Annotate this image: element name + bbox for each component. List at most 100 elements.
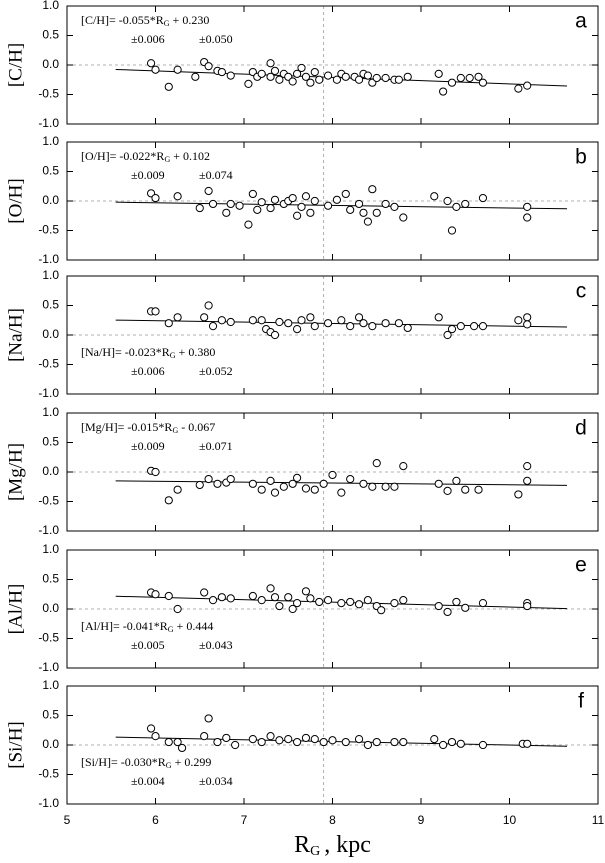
data-point xyxy=(275,75,284,84)
data-point xyxy=(293,325,302,334)
panel-label: b xyxy=(575,146,587,169)
y-tick-label: 0.5 xyxy=(42,572,59,586)
fit-equation-sub: G xyxy=(166,761,172,770)
data-point xyxy=(328,470,337,480)
data-point xyxy=(319,479,328,488)
fit-equation: [Mg/H]= -0.015*RG - 0.067 xyxy=(81,420,215,435)
data-point xyxy=(310,485,319,494)
fit-equation: [C/H]= -0.055*RG + 0.230 xyxy=(81,13,209,28)
data-point xyxy=(222,208,231,217)
data-point xyxy=(301,484,311,493)
data-point xyxy=(363,71,372,80)
data-point xyxy=(288,193,297,203)
data-point xyxy=(346,205,355,214)
data-point xyxy=(164,496,173,505)
data-point xyxy=(430,192,439,201)
fit-error: ±0.034 xyxy=(199,774,233,788)
data-point xyxy=(248,316,257,325)
panel: 1.0 0.5 0.0 -0.5 -1.0 [Al/H] e [Al/H]= -0.041*R… xyxy=(5,542,599,674)
data-point xyxy=(226,71,235,80)
x-tick-label: 9 xyxy=(418,813,425,827)
y-tick-label: 0.0 xyxy=(42,327,59,341)
data-point xyxy=(465,73,474,83)
data-point xyxy=(523,213,532,222)
data-point xyxy=(434,479,443,488)
fit-equation: [Na/H]= -0.023*RG + 0.380 xyxy=(81,345,215,360)
data-point xyxy=(306,78,315,87)
x-tick-label: 5 xyxy=(64,813,71,827)
data-point xyxy=(270,488,280,497)
x-tick-label: 11 xyxy=(592,813,605,827)
panel: 1.0 0.5 0.0 -0.5 -1.0 5 6 7 8 9 10 11 [Si/H] f [Si/H]=… xyxy=(5,678,604,859)
data-point xyxy=(399,737,408,747)
data-point xyxy=(306,208,315,217)
data-point xyxy=(301,192,311,201)
data-point xyxy=(217,593,226,602)
data-point xyxy=(447,78,457,87)
data-point xyxy=(310,196,319,206)
data-point xyxy=(195,203,204,213)
data-point xyxy=(332,195,342,204)
data-point xyxy=(204,301,213,310)
data-point xyxy=(173,604,182,614)
data-point xyxy=(204,62,213,71)
fit-line xyxy=(115,201,568,210)
data-point xyxy=(151,467,160,477)
fit-equation-tail: + 0.230 xyxy=(173,13,210,27)
data-point xyxy=(244,220,253,229)
data-point xyxy=(164,591,173,601)
y-tick-label: -1.0 xyxy=(38,252,59,266)
data-point xyxy=(266,732,275,741)
data-point xyxy=(293,473,302,482)
y-tick-label: 1.0 xyxy=(42,542,59,556)
data-point xyxy=(337,316,346,325)
data-point xyxy=(443,196,452,206)
data-point xyxy=(204,714,213,723)
y-tick-label: -0.5 xyxy=(38,631,59,645)
data-point xyxy=(310,735,319,744)
fit-error: ±0.006 xyxy=(131,364,165,378)
fit-equation-tail: + 0.102 xyxy=(173,149,210,163)
data-point xyxy=(456,739,465,748)
data-point xyxy=(439,87,448,96)
data-point xyxy=(461,485,470,494)
y-tick-label: -0.5 xyxy=(38,357,59,371)
data-point xyxy=(217,67,226,77)
y-axis-label: [C/H] xyxy=(5,43,26,87)
data-point xyxy=(288,604,297,614)
data-point xyxy=(372,208,381,217)
data-point xyxy=(173,737,182,747)
data-point xyxy=(456,322,465,331)
data-point xyxy=(390,599,399,608)
panel-label: e xyxy=(575,554,587,577)
data-point xyxy=(390,482,399,491)
data-point xyxy=(173,313,182,322)
panel: 1.0 0.5 0.0 -0.5 -1.0 [C/H] a [C/H]= -0.055*RG +… xyxy=(5,0,599,130)
fit-line xyxy=(115,736,568,747)
data-point xyxy=(195,480,204,490)
data-point xyxy=(270,195,280,204)
fit-error: ±0.005 xyxy=(131,638,165,652)
y-tick-label: -1.0 xyxy=(38,116,59,130)
data-point xyxy=(266,203,275,213)
fit-equation-sub: G xyxy=(172,426,178,435)
fit-equation-tail: + 0.444 xyxy=(177,619,214,633)
data-point xyxy=(363,740,372,750)
fit-equation-text: [Si/H]= -0.030*R xyxy=(81,755,166,769)
data-point xyxy=(341,737,350,747)
data-point xyxy=(354,75,364,84)
data-point xyxy=(328,736,337,745)
y-tick-label: 1.0 xyxy=(42,0,59,12)
data-point xyxy=(359,208,368,217)
fit-error: ±0.004 xyxy=(131,774,165,788)
data-point xyxy=(266,72,275,81)
panel-label: c xyxy=(576,280,587,303)
data-point xyxy=(359,319,368,328)
data-point xyxy=(297,202,306,211)
data-point xyxy=(275,601,284,611)
data-point xyxy=(266,59,275,68)
data-point xyxy=(470,322,479,331)
data-point xyxy=(301,587,311,596)
data-point xyxy=(200,588,209,597)
fit-error: ±0.071 xyxy=(199,439,233,453)
